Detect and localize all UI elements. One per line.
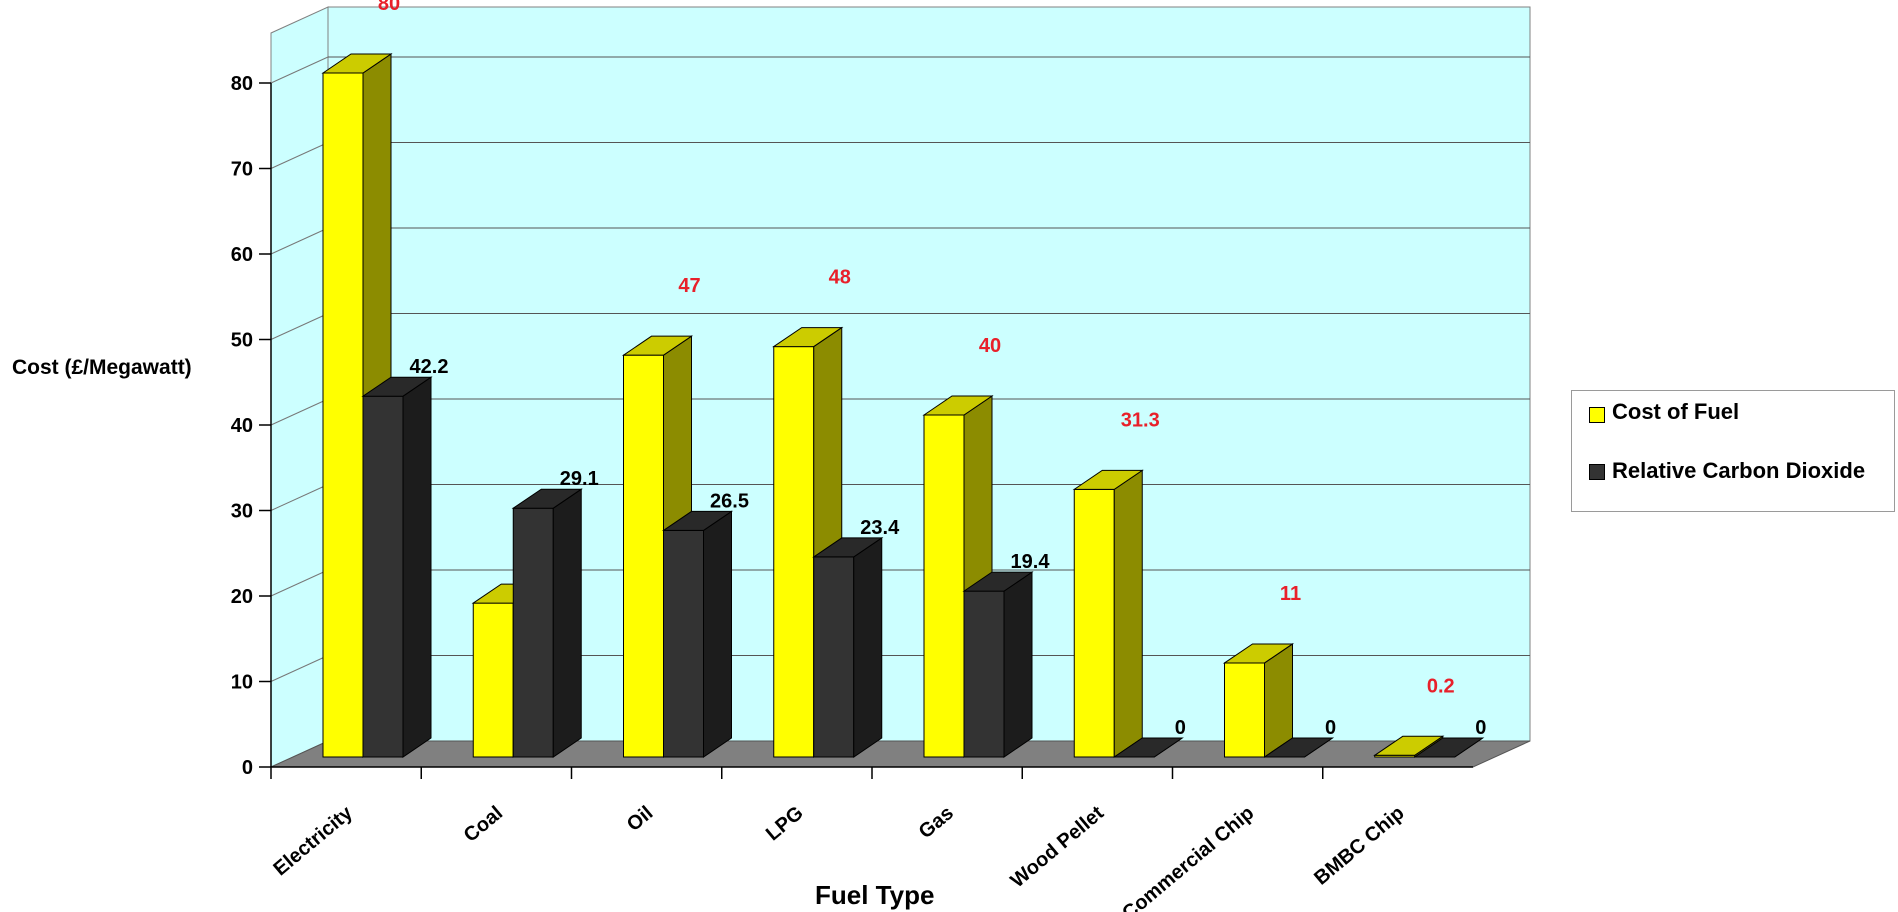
bar-front: [923, 414, 965, 758]
bar-front: [813, 556, 855, 758]
x-tick-label-gas: Gas: [915, 802, 958, 843]
bar-top: [1072, 469, 1144, 490]
legend: Cost of Fuel Relative Carbon Dioxide: [1571, 390, 1895, 512]
gridline-side: [270, 142, 329, 169]
data-label-cost-of-fuel-electricity: 80: [378, 0, 400, 15]
data-label-relative-carbon-dioxide-commercial-chip: 0: [1325, 717, 1336, 739]
bar-top: [922, 395, 994, 416]
data-label-relative-carbon-dioxide-wood-pellet: 0: [1175, 717, 1186, 739]
gridline-side: [270, 484, 329, 511]
bar-relative-carbon-dioxide-electricity: [361, 376, 433, 758]
data-label-relative-carbon-dioxide-gas: 19.4: [1011, 551, 1051, 573]
bar-top: [321, 53, 393, 74]
legend-label-cost-of-fuel: Cost of Fuel: [1612, 399, 1740, 424]
bar-top: [772, 327, 844, 348]
data-label-relative-carbon-dioxide-lpg: 23.4: [860, 517, 900, 539]
x-tick-label-oil: Oil: [623, 802, 658, 836]
y-tick-label: 70: [231, 159, 253, 181]
data-label-relative-carbon-dioxide-oil: 26.5: [710, 490, 749, 512]
bar-relative-carbon-dioxide-gas: [962, 571, 1034, 758]
data-label-cost-of-fuel-commercial-chip: 11: [1280, 583, 1301, 605]
bar-relative-carbon-dioxide-commercial-chip: [1262, 737, 1335, 758]
data-label-cost-of-fuel-gas: 40: [979, 335, 1001, 357]
data-label-cost-of-fuel-wood-pellet: 31.3: [1121, 409, 1160, 431]
x-tick-label-lpg: LPG: [762, 802, 808, 845]
y-tick-label: 80: [231, 73, 253, 95]
bar-front: [322, 72, 364, 758]
bar-front: [472, 602, 514, 758]
gridline-side: [270, 398, 329, 426]
bar-side: [1003, 571, 1033, 758]
gridline-side: [270, 56, 329, 84]
bar-top: [361, 376, 433, 397]
bar-front: [1224, 662, 1265, 758]
bar-side: [402, 376, 432, 758]
bar-front: [663, 529, 704, 758]
bar-relative-carbon-dioxide-bmbc-chip: [1413, 737, 1485, 758]
gridline-side: [270, 227, 329, 255]
y-tick-label: 50: [231, 330, 253, 352]
x-tick-label-electricity: Electricity: [269, 801, 357, 880]
bar-relative-carbon-dioxide-coal: [511, 488, 583, 758]
bar-top: [962, 571, 1034, 592]
data-label-cost-of-fuel-bmbc-chip: 0.2: [1427, 675, 1455, 697]
y-tick-label: 60: [231, 244, 253, 266]
legend-label-relative-carbon-dioxide: Relative Carbon Dioxide: [1612, 458, 1866, 483]
bar-top: [1373, 735, 1445, 756]
y-tick-label: 20: [231, 586, 253, 608]
bar-top: [1413, 737, 1485, 758]
bar-top: [812, 537, 884, 558]
bar-side: [703, 510, 732, 758]
bar-front: [362, 395, 404, 758]
x-tick-label-commercial-chip: Commercial Chip: [1118, 802, 1258, 912]
gridline-side: [270, 313, 329, 340]
bar-relative-carbon-dioxide-lpg: [812, 536, 884, 758]
y-tick-label: 40: [231, 415, 253, 437]
bar-side: [853, 536, 883, 758]
gridline-side: [270, 569, 329, 597]
y-tick-label: 10: [231, 672, 253, 694]
y-tick-label: 0: [242, 757, 253, 779]
gridline-side: [270, 655, 329, 682]
y-axis-title: Cost (£/Megawatt): [12, 356, 192, 379]
bar-top: [511, 488, 583, 509]
bar-side: [1113, 469, 1143, 758]
bar-top: [1262, 737, 1335, 758]
bar-top: [661, 510, 734, 531]
bar-cost-of-fuel-wood-pellet: [1072, 469, 1144, 758]
bar-front: [1073, 488, 1115, 758]
bar-cost-of-fuel-commercial-chip: [1222, 643, 1295, 758]
bar-top: [1112, 737, 1184, 758]
bar-side: [552, 488, 582, 758]
y-tick-label: 30: [231, 501, 253, 523]
floor: [270, 740, 1531, 768]
bar-top: [1222, 643, 1295, 664]
bar-relative-carbon-dioxide-wood-pellet: [1112, 737, 1184, 758]
data-label-cost-of-fuel-oil: 47: [678, 275, 700, 297]
legend-swatch-cost-of-fuel: [1589, 407, 1605, 423]
legend-swatch-relative-carbon-dioxide: [1589, 464, 1605, 480]
data-label-relative-carbon-dioxide-electricity: 42.2: [410, 356, 449, 378]
bar-front: [623, 354, 664, 758]
x-tick-label-wood-pellet: Wood Pellet: [1007, 802, 1109, 892]
bar-front: [773, 346, 815, 758]
bar-side: [1264, 643, 1293, 758]
bar-front: [512, 507, 554, 758]
bar-top: [621, 335, 694, 356]
bar-relative-carbon-dioxide-oil: [661, 510, 734, 758]
data-label-relative-carbon-dioxide-coal: 29.1: [560, 468, 599, 490]
bar-front: [963, 590, 1005, 758]
x-tick-label-coal: Coal: [460, 802, 507, 847]
data-label-cost-of-fuel-lpg: 48: [829, 267, 851, 289]
data-label-relative-carbon-dioxide-bmbc-chip: 0: [1475, 717, 1486, 739]
x-tick-label-bmbc-chip: BMBC Chip: [1310, 802, 1408, 890]
side-wall: [270, 6, 329, 768]
x-axis-title: Fuel Type: [815, 880, 935, 910]
